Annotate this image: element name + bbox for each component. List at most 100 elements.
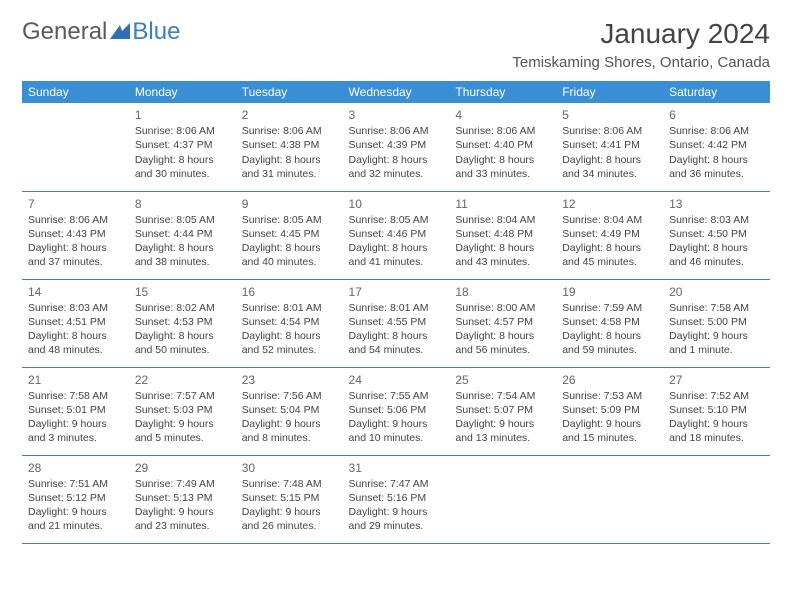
day-cell: 10Sunrise: 8:05 AMSunset: 4:46 PMDayligh…: [343, 191, 450, 279]
week-row: 28Sunrise: 7:51 AMSunset: 5:12 PMDayligh…: [22, 455, 770, 543]
day-header: Thursday: [449, 81, 556, 103]
week-row: 21Sunrise: 7:58 AMSunset: 5:01 PMDayligh…: [22, 367, 770, 455]
sunrise-text: Sunrise: 7:57 AM: [135, 389, 230, 403]
daylight-text: and 38 minutes.: [135, 255, 230, 269]
day-cell: 6Sunrise: 8:06 AMSunset: 4:42 PMDaylight…: [663, 103, 770, 191]
day-number: 29: [135, 460, 230, 476]
sunset-text: Sunset: 5:15 PM: [242, 491, 337, 505]
daylight-text: and 37 minutes.: [28, 255, 123, 269]
daylight-text: and 56 minutes.: [455, 343, 550, 357]
daylight-text: and 1 minute.: [669, 343, 764, 357]
day-cell: 31Sunrise: 7:47 AMSunset: 5:16 PMDayligh…: [343, 455, 450, 543]
sunset-text: Sunset: 4:40 PM: [455, 138, 550, 152]
day-cell: 14Sunrise: 8:03 AMSunset: 4:51 PMDayligh…: [22, 279, 129, 367]
sunrise-text: Sunrise: 8:04 AM: [562, 213, 657, 227]
sunrise-text: Sunrise: 8:06 AM: [349, 124, 444, 138]
day-cell: 1Sunrise: 8:06 AMSunset: 4:37 PMDaylight…: [129, 103, 236, 191]
day-header: Saturday: [663, 81, 770, 103]
sunset-text: Sunset: 4:43 PM: [28, 227, 123, 241]
daylight-text: Daylight: 8 hours: [242, 329, 337, 343]
day-number: 30: [242, 460, 337, 476]
sunset-text: Sunset: 4:49 PM: [562, 227, 657, 241]
daylight-text: Daylight: 9 hours: [669, 417, 764, 431]
day-cell: 29Sunrise: 7:49 AMSunset: 5:13 PMDayligh…: [129, 455, 236, 543]
sunrise-text: Sunrise: 8:06 AM: [669, 124, 764, 138]
day-cell: 28Sunrise: 7:51 AMSunset: 5:12 PMDayligh…: [22, 455, 129, 543]
sunset-text: Sunset: 5:10 PM: [669, 403, 764, 417]
day-number: 3: [349, 107, 444, 123]
daylight-text: and 15 minutes.: [562, 431, 657, 445]
sunrise-text: Sunrise: 7:53 AM: [562, 389, 657, 403]
title-block: January 2024 Temiskaming Shores, Ontario…: [512, 18, 770, 71]
day-cell: 19Sunrise: 7:59 AMSunset: 4:58 PMDayligh…: [556, 279, 663, 367]
daylight-text: and 10 minutes.: [349, 431, 444, 445]
day-number: 2: [242, 107, 337, 123]
day-cell: [663, 455, 770, 543]
month-title: January 2024: [512, 18, 770, 50]
calendar-table: SundayMondayTuesdayWednesdayThursdayFrid…: [22, 81, 770, 544]
day-cell: [22, 103, 129, 191]
daylight-text: and 8 minutes.: [242, 431, 337, 445]
daylight-text: and 36 minutes.: [669, 167, 764, 181]
day-number: 9: [242, 196, 337, 212]
daylight-text: Daylight: 8 hours: [242, 153, 337, 167]
daylight-text: and 50 minutes.: [135, 343, 230, 357]
day-number: 17: [349, 284, 444, 300]
daylight-text: Daylight: 8 hours: [135, 329, 230, 343]
brand-part2: Blue: [132, 18, 180, 46]
daylight-text: Daylight: 8 hours: [455, 329, 550, 343]
sunset-text: Sunset: 5:06 PM: [349, 403, 444, 417]
daylight-text: and 26 minutes.: [242, 519, 337, 533]
sunrise-text: Sunrise: 8:06 AM: [242, 124, 337, 138]
day-header-row: SundayMondayTuesdayWednesdayThursdayFrid…: [22, 81, 770, 103]
day-number: 18: [455, 284, 550, 300]
sunset-text: Sunset: 4:55 PM: [349, 315, 444, 329]
sunrise-text: Sunrise: 7:54 AM: [455, 389, 550, 403]
day-cell: 16Sunrise: 8:01 AMSunset: 4:54 PMDayligh…: [236, 279, 343, 367]
sunrise-text: Sunrise: 8:00 AM: [455, 301, 550, 315]
day-cell: 12Sunrise: 8:04 AMSunset: 4:49 PMDayligh…: [556, 191, 663, 279]
sunrise-text: Sunrise: 7:58 AM: [669, 301, 764, 315]
day-number: 23: [242, 372, 337, 388]
sunset-text: Sunset: 5:16 PM: [349, 491, 444, 505]
sunset-text: Sunset: 4:44 PM: [135, 227, 230, 241]
brand-logo: General Blue: [22, 18, 180, 46]
sunrise-text: Sunrise: 8:06 AM: [135, 124, 230, 138]
day-number: 19: [562, 284, 657, 300]
daylight-text: Daylight: 9 hours: [28, 505, 123, 519]
sunrise-text: Sunrise: 8:06 AM: [455, 124, 550, 138]
location-label: Temiskaming Shores, Ontario, Canada: [512, 54, 770, 71]
daylight-text: Daylight: 9 hours: [242, 417, 337, 431]
day-number: 1: [135, 107, 230, 123]
day-cell: [449, 455, 556, 543]
day-number: 10: [349, 196, 444, 212]
sunrise-text: Sunrise: 8:06 AM: [28, 213, 123, 227]
sunset-text: Sunset: 4:54 PM: [242, 315, 337, 329]
day-cell: 24Sunrise: 7:55 AMSunset: 5:06 PMDayligh…: [343, 367, 450, 455]
day-number: 25: [455, 372, 550, 388]
daylight-text: Daylight: 8 hours: [349, 329, 444, 343]
daylight-text: and 3 minutes.: [28, 431, 123, 445]
sunset-text: Sunset: 4:41 PM: [562, 138, 657, 152]
sunrise-text: Sunrise: 8:03 AM: [28, 301, 123, 315]
day-cell: 27Sunrise: 7:52 AMSunset: 5:10 PMDayligh…: [663, 367, 770, 455]
day-number: 22: [135, 372, 230, 388]
day-cell: 7Sunrise: 8:06 AMSunset: 4:43 PMDaylight…: [22, 191, 129, 279]
day-cell: 21Sunrise: 7:58 AMSunset: 5:01 PMDayligh…: [22, 367, 129, 455]
brand-mark-icon: [110, 18, 130, 46]
sunrise-text: Sunrise: 7:48 AM: [242, 477, 337, 491]
sunset-text: Sunset: 4:45 PM: [242, 227, 337, 241]
daylight-text: and 48 minutes.: [28, 343, 123, 357]
daylight-text: Daylight: 9 hours: [135, 505, 230, 519]
calendar-body: 1Sunrise: 8:06 AMSunset: 4:37 PMDaylight…: [22, 103, 770, 543]
day-number: 28: [28, 460, 123, 476]
daylight-text: Daylight: 9 hours: [562, 417, 657, 431]
sunset-text: Sunset: 4:39 PM: [349, 138, 444, 152]
daylight-text: Daylight: 8 hours: [28, 329, 123, 343]
daylight-text: Daylight: 8 hours: [455, 241, 550, 255]
sunset-text: Sunset: 4:57 PM: [455, 315, 550, 329]
sunrise-text: Sunrise: 8:02 AM: [135, 301, 230, 315]
daylight-text: and 41 minutes.: [349, 255, 444, 269]
day-number: 5: [562, 107, 657, 123]
sunset-text: Sunset: 4:58 PM: [562, 315, 657, 329]
